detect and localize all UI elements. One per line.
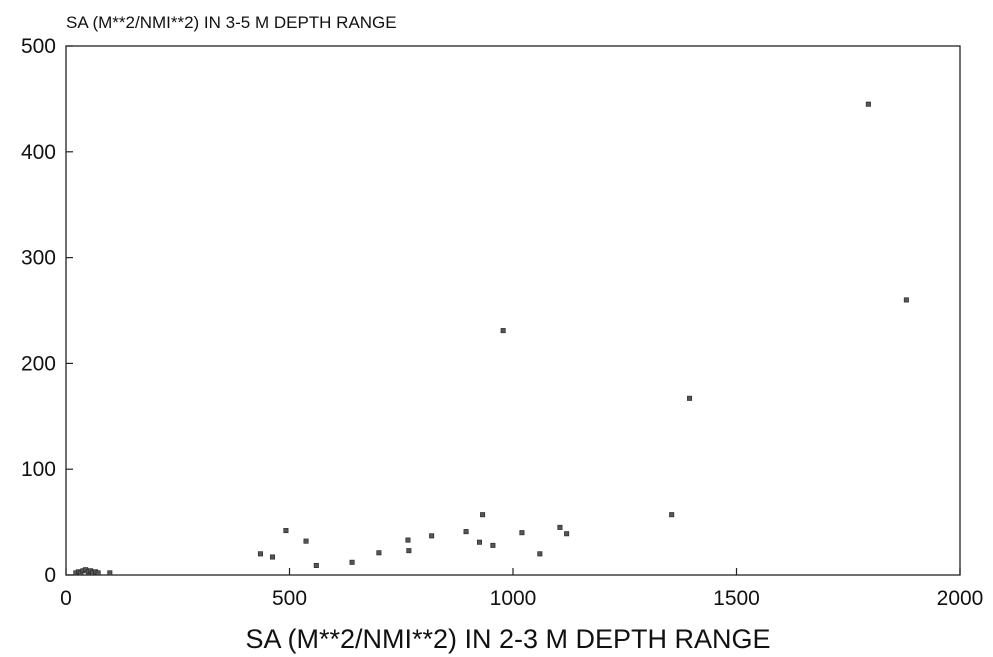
data-point [865,101,871,107]
data-point [405,537,411,543]
y-tick-label: 300 [21,247,56,270]
data-point [500,328,506,334]
x-axis-label: SA (M**2/NMI**2) IN 2-3 M DEPTH RANGE [245,624,770,654]
data-point [564,531,570,537]
data-point [95,570,101,576]
data-point [476,539,482,545]
data-point [480,512,486,518]
data-point [687,395,693,401]
data-point [313,562,319,568]
plot-frame [65,45,961,576]
y-tick-label: 100 [21,458,56,481]
y-axis: 0 100 200 300 400 500 [21,35,73,587]
data-point [303,538,309,544]
x-axis: 0 500 1000 1500 2000 [60,568,983,610]
data-point [257,551,263,557]
data-point [376,550,382,556]
data-point [406,548,412,554]
data-point [270,554,276,560]
data-point [519,530,525,536]
y-tick-label: 500 [21,35,56,58]
y-axis-label: SA (M**2/NMI**2) IN 3-5 M DEPTH RANGE [66,13,397,32]
data-point [107,570,113,576]
x-tick-label: 1500 [713,587,760,610]
y-tick-label: 0 [44,564,56,587]
data-point [463,529,469,535]
y-tick-label: 400 [21,141,56,164]
x-tick-label: 0 [60,587,72,610]
data-point [429,533,435,539]
x-tick-label: 500 [272,587,307,610]
data-point [283,528,289,534]
data-point [537,551,543,557]
data-point [669,512,675,518]
x-tick-label: 2000 [937,587,984,610]
data-point [557,524,563,530]
data-points [73,101,909,576]
y-tick-label: 200 [21,352,56,375]
data-point [490,542,496,548]
data-point [903,297,909,303]
data-point [349,559,355,565]
x-tick-label: 1000 [490,587,537,610]
